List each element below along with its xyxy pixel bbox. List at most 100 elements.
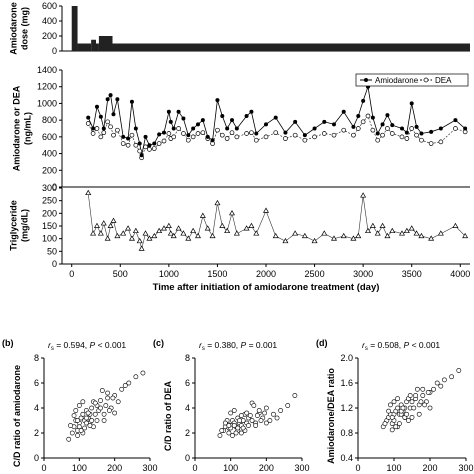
dea-point	[120, 141, 126, 146]
amiodarone-point	[98, 114, 103, 119]
dea-point	[105, 119, 111, 125]
time-x-label: Time after initiation of amiodarone trea…	[153, 282, 380, 293]
dea-point	[351, 132, 356, 138]
c-x-tick-label: 200	[259, 463, 274, 473]
c-point	[256, 408, 262, 413]
dose-y-tick-label: 200	[42, 31, 57, 41]
triglyceride-point	[379, 222, 386, 228]
tg-x-tick-label: 2500	[305, 269, 325, 279]
triglyceride-point	[165, 222, 172, 228]
c-point	[226, 430, 232, 436]
b-point	[85, 410, 91, 416]
conc-y-tick-label: 1000	[37, 98, 57, 108]
amiodarone-point	[414, 124, 419, 129]
amiodarone-point	[356, 113, 361, 118]
b-x-tick-label: 200	[107, 463, 122, 473]
b-annotation: rs = 0.594, P < 0.001	[48, 340, 126, 352]
triglyceride-point	[369, 222, 376, 228]
c-point	[255, 413, 260, 418]
triglyceride-point	[311, 237, 318, 244]
conc-y-tick-label: 400	[42, 149, 57, 159]
amiodarone-point	[273, 115, 278, 120]
c-point	[244, 410, 250, 416]
b-point	[82, 425, 88, 431]
legend-amiodarone-label: Amiodarone	[375, 76, 419, 85]
c-point	[228, 410, 234, 416]
d-point	[400, 405, 406, 411]
d-point	[413, 393, 418, 398]
dea-point	[302, 137, 308, 143]
amiodarone-point	[234, 126, 239, 131]
c-point	[247, 413, 253, 418]
amiodarone-point	[244, 113, 249, 118]
d-x-tick-label: 0	[355, 463, 360, 473]
amiodarone-point	[152, 141, 157, 146]
conc-y-tick-label: 800	[42, 115, 57, 125]
dea-point	[273, 130, 279, 136]
c-y-tick-label: 4	[185, 403, 190, 413]
amiodarone-point	[186, 133, 191, 138]
triglyceride-point	[355, 232, 362, 239]
dea-point	[176, 126, 181, 131]
triglyceride-point	[408, 225, 415, 231]
b-x-tick-label: 0	[41, 463, 46, 473]
triglyceride-point	[292, 230, 299, 236]
triglyceride-point	[209, 232, 216, 239]
dea-point	[365, 113, 371, 119]
legend-amiodarone-marker	[364, 78, 368, 82]
tg-x-tick-label: 4000	[450, 269, 470, 279]
triglyceride-point	[167, 230, 174, 236]
amiodarone-point	[312, 126, 317, 131]
dea-point	[147, 147, 152, 152]
c-annotation-value: = 0.380,	[205, 340, 241, 350]
b-point	[78, 415, 84, 421]
b-point	[110, 395, 116, 401]
dea-point	[438, 139, 444, 145]
b-point	[69, 430, 75, 436]
dose-y-label-line: dose (mg)	[20, 7, 30, 50]
c-point	[263, 420, 269, 426]
triglyceride-panel: 0 50 100 150 200 250 300 Triglyceride(mg/dL) 0 50…	[9, 183, 471, 293]
amiodarone-point	[115, 97, 120, 102]
tg-y-label-line: Triglyceride	[9, 200, 19, 251]
b-point	[98, 398, 103, 403]
amiodarone-point	[157, 132, 162, 137]
legend-box	[355, 73, 469, 87]
dea-point	[331, 132, 337, 138]
amiodarone-point	[293, 119, 298, 124]
b-point	[112, 410, 118, 416]
c-annotation-sub: s	[202, 346, 205, 352]
triglyceride-point	[374, 230, 381, 236]
conc-y-label-line: (ng/mL)	[23, 112, 33, 145]
tg-x-tick-label: 500	[113, 269, 128, 279]
c-point	[263, 405, 269, 411]
d-panel-label: (d)	[316, 338, 328, 348]
triglyceride-point	[413, 230, 420, 236]
dea-point	[190, 134, 196, 140]
dea-point	[143, 144, 148, 150]
c-point	[230, 433, 235, 438]
tg-y-label-line: (mg/dL)	[20, 209, 30, 242]
triglyceride-point	[418, 232, 425, 239]
triglyceride-point	[403, 227, 410, 234]
dea-point	[215, 127, 220, 133]
b-annotation-sub: s	[51, 346, 54, 352]
dea-point	[137, 148, 143, 154]
c-point	[253, 423, 259, 428]
d-point	[407, 393, 413, 398]
triglyceride-point	[321, 230, 328, 236]
amiodarone-point	[121, 134, 126, 139]
amiodarone-point	[419, 131, 424, 136]
amiodarone-point	[181, 116, 186, 121]
amiodarone-point	[86, 115, 91, 120]
dose-bar	[98, 36, 113, 51]
dea-point	[409, 126, 415, 131]
dea-point	[283, 136, 288, 141]
d-point	[411, 405, 417, 411]
amiodarone-point	[108, 93, 113, 98]
amiodarone-point	[196, 122, 200, 127]
c-point	[240, 425, 246, 431]
triglyceride-point	[185, 235, 192, 241]
d-point	[409, 399, 415, 405]
b-y-tick-label: 8	[34, 353, 39, 363]
